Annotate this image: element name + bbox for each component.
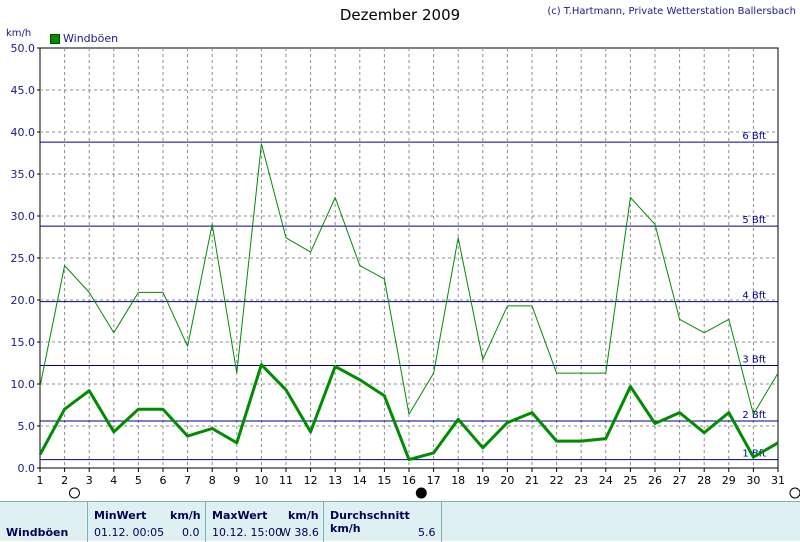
x-tick-label: 23 [574,474,588,487]
x-tick-label: 16 [402,474,416,487]
x-tick-label: 29 [722,474,736,487]
x-tick-label: 11 [279,474,293,487]
max-timestamp: 10.12. 15:00 [212,526,283,539]
x-tick-label: 13 [328,474,342,487]
x-tick-label: 15 [377,474,391,487]
x-tick-label: 20 [500,474,514,487]
x-tick-label: 10 [254,474,268,487]
full-moon-icon [789,487,800,499]
new-moon-icon [415,487,427,499]
y-tick-label: 15.0 [11,336,36,349]
wind-gust-chart: 1 2 3 4 5 6 7 8 9 10 11 12 13 14 15 16 17 18 19 20 21 22 23 24 2… [11,42,800,499]
max-header: MaxWert [212,509,268,522]
y-tick-label: 25.0 [11,252,36,265]
y-tick-label: 35.0 [11,168,36,181]
x-tick-label: 12 [304,474,318,487]
y-tick-label: 20.0 [11,294,36,307]
x-tick-label: 17 [427,474,441,487]
avg-header: Durchschnitt km/h [330,509,410,535]
beaufort-label: 6 Bft [742,131,766,142]
stats-footer: Windböen MinWert km/h 01.12. 00:05 0.0 M… [0,501,800,542]
y-tick-label: 10.0 [11,378,36,391]
x-tick-label: 5 [135,474,142,487]
beaufort-label: 2 Bft [742,410,766,421]
x-tick-label: 4 [110,474,117,487]
series-max-line [39,143,779,415]
x-tick-label: 27 [673,474,687,487]
y-tick-label: 30.0 [11,210,36,223]
min-value-cell: MinWert km/h 01.12. 00:05 0.0 [88,502,206,542]
legend-swatch [50,33,60,44]
x-tick-label: 7 [184,474,191,487]
y-tick-label: 40.0 [11,126,36,139]
min-number: 0.0 [182,526,200,539]
y-tick-label: 50.0 [11,42,36,55]
stats-row-label-cell: Windböen [0,502,88,542]
x-tick-label: 2 [61,474,68,487]
y-tick-label: 45.0 [11,84,36,97]
max-number: W 38.6 [280,526,319,539]
full-moon-icon [68,487,80,499]
beaufort-label: 1 Bft [742,449,766,460]
y-tick-label: 5.0 [18,420,36,433]
beaufort-label: 4 Bft [742,291,766,302]
avg-number: 5.6 [418,526,436,539]
max-value-cell: MaxWert km/h 10.12. 15:00 W 38.6 [206,502,324,542]
min-header: MinWert [94,509,147,522]
x-tick-label: 22 [550,474,564,487]
min-unit: km/h [170,509,201,522]
series-avg-line [38,363,779,462]
x-tick-label: 26 [648,474,662,487]
max-unit: km/h [288,509,319,522]
beaufort-label: 5 Bft [742,215,766,226]
x-tick-label: 21 [525,474,539,487]
x-tick-label: 28 [697,474,711,487]
x-tick-label: 30 [746,474,760,487]
x-tick-label: 9 [233,474,240,487]
y-axis-unit: km/h [6,28,32,39]
min-timestamp: 01.12. 00:05 [94,526,165,539]
x-tick-label: 25 [623,474,637,487]
x-tick-label: 6 [160,474,167,487]
avg-value-cell: Durchschnitt km/h 5.6 [324,502,442,542]
beaufort-label: 3 Bft [742,355,766,366]
legend-label: Windböen [63,32,119,45]
x-tick-label: 14 [353,474,367,487]
x-tick-label: 18 [451,474,465,487]
copyright-notice: (c) T.Hartmann, Private Wetterstation Ba… [547,6,796,17]
legend: Windböen [50,32,118,45]
x-tick-label: 3 [86,474,93,487]
x-tick-label: 24 [599,474,613,487]
stats-row-label: Windböen [6,526,69,539]
y-tick-label: 0.0 [18,462,36,475]
x-tick-label: 19 [476,474,490,487]
x-tick-label: 8 [209,474,216,487]
chart-title: Dezember 2009 [339,6,461,24]
x-tick-label: 31 [771,474,785,487]
x-tick-label: 1 [37,474,44,487]
